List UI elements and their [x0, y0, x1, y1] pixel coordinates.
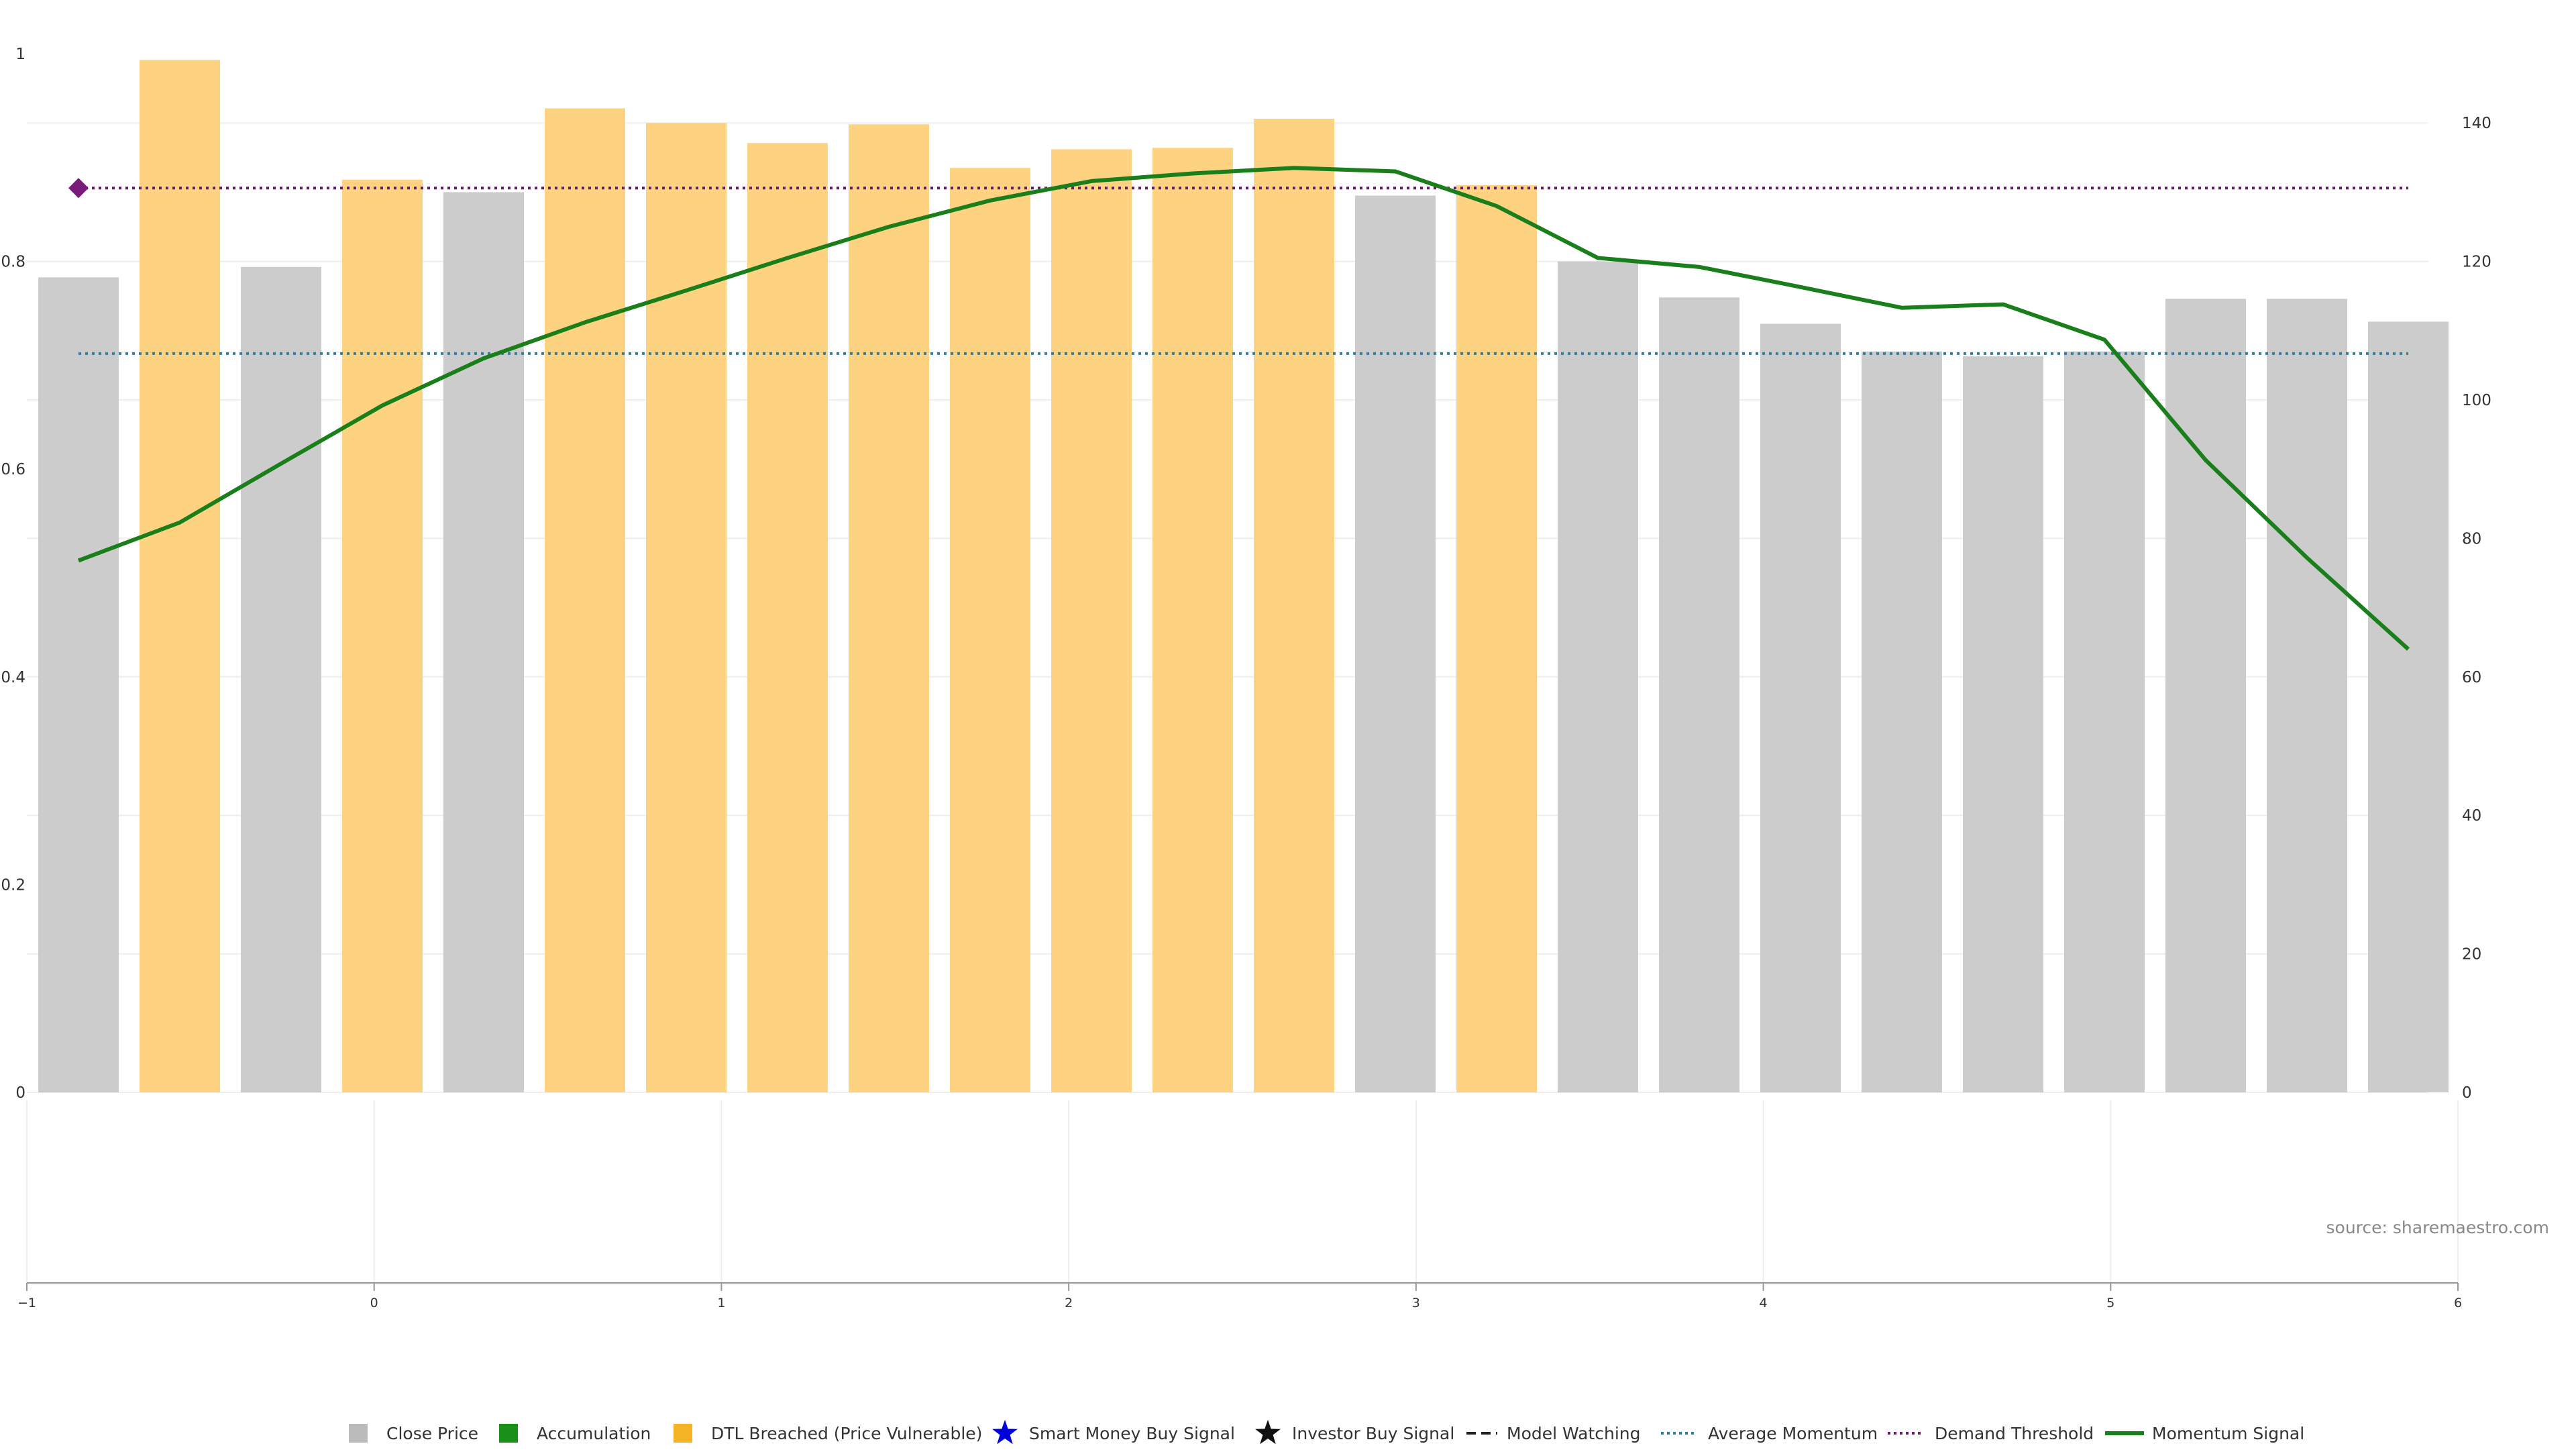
- legend-item: DTL Breached (Price Vulnerable): [674, 1424, 982, 1443]
- legend-swatch: [499, 1424, 518, 1443]
- legend-swatch: [674, 1424, 692, 1443]
- legend-label: DTL Breached (Price Vulnerable): [711, 1424, 982, 1443]
- close-bar: [241, 266, 321, 1093]
- legend-label: Average Momentum: [1708, 1424, 1878, 1443]
- right-axis-tick: 40: [2462, 807, 2481, 825]
- close-bar: [443, 192, 524, 1092]
- axis-layer: 0 0.2 0.4 0.6 0.8 1 0 20 40 60 80 100 120 140 −1 0 1 2 3 4 5…: [1, 46, 2491, 1310]
- line-layer: [68, 166, 2410, 651]
- bar-layer: [38, 60, 2449, 1093]
- right-axis-tick: 0: [2462, 1084, 2472, 1102]
- legend-swatch: [349, 1424, 368, 1443]
- left-axis-tick: 1: [15, 46, 25, 63]
- x-axis-tick: 2: [1065, 1296, 1073, 1310]
- close-bar: [1760, 323, 1841, 1093]
- legend-label: Close Price: [386, 1424, 478, 1443]
- dtl-bar: [849, 124, 929, 1092]
- right-axis-tick: 20: [2462, 946, 2481, 964]
- right-axis-tick: 80: [2462, 530, 2481, 548]
- dtl-bar: [342, 179, 423, 1093]
- legend-label: Momentum Signal: [2152, 1424, 2304, 1443]
- dtl-bar: [1456, 185, 1537, 1093]
- close-bar: [2165, 299, 2246, 1092]
- legend-item: Smart Money Buy Signal: [992, 1420, 1235, 1445]
- momentum-signal-line: [77, 166, 2410, 651]
- dtl-bar: [140, 60, 220, 1093]
- legend-label: Smart Money Buy Signal: [1029, 1424, 1235, 1443]
- dtl-bar: [950, 168, 1030, 1092]
- legend-item: Accumulation: [499, 1424, 651, 1443]
- legend-star-icon: [1255, 1420, 1281, 1445]
- source-label: source: sharemaestro.com: [2326, 1218, 2550, 1237]
- x-axis-tick: 0: [370, 1296, 378, 1310]
- dtl-bar: [747, 143, 828, 1092]
- right-axis-tick: 140: [2462, 115, 2491, 132]
- legend: Close Price Accumulation DTL Breached (Pri…: [349, 1420, 2304, 1445]
- left-axis-tick: 0: [15, 1084, 25, 1102]
- close-bar: [38, 277, 119, 1093]
- close-bar: [2064, 351, 2145, 1092]
- legend-item: Demand Threshold: [1888, 1424, 2094, 1443]
- close-bar: [2267, 299, 2347, 1092]
- dtl-bar: [1152, 148, 1233, 1092]
- dtl-bar: [1254, 119, 1334, 1092]
- legend-item: Model Watching: [1466, 1424, 1641, 1443]
- close-bar: [1862, 351, 1942, 1092]
- close-bar: [1355, 195, 1436, 1092]
- left-axis-tick: 0.6: [1, 461, 25, 478]
- dtl-bar: [545, 108, 625, 1093]
- right-axis-tick: 120: [2462, 254, 2491, 271]
- x-axis-tick: 5: [2106, 1296, 2114, 1310]
- left-axis-tick: 0.2: [1, 876, 25, 894]
- right-axis-tick: 100: [2462, 392, 2491, 409]
- dtl-bar: [646, 123, 727, 1093]
- legend-item: Momentum Signal: [2105, 1424, 2304, 1443]
- left-axis-tick: 0.8: [1, 254, 25, 271]
- x-axis-tick: 4: [1760, 1296, 1768, 1310]
- legend-label: Demand Threshold: [1935, 1424, 2094, 1443]
- legend-label: Model Watching: [1507, 1424, 1641, 1443]
- legend-label: Accumulation: [537, 1424, 651, 1443]
- x-axis-tick: −1: [17, 1296, 36, 1310]
- legend-item: Investor Buy Signal: [1255, 1420, 1454, 1445]
- x-axis-tick: 6: [2454, 1296, 2462, 1310]
- close-bar: [1659, 297, 1739, 1092]
- x-axis-tick: 3: [1412, 1296, 1420, 1310]
- close-bar: [1963, 356, 2043, 1092]
- x-axis-tick: 1: [717, 1296, 725, 1310]
- legend-star-icon: [992, 1420, 1018, 1445]
- legend-label: Investor Buy Signal: [1292, 1424, 1454, 1443]
- close-bar: [2368, 321, 2449, 1092]
- close-bar: [1558, 261, 1638, 1093]
- left-axis-tick: 0.4: [1, 669, 25, 686]
- right-axis-tick: 60: [2462, 669, 2481, 686]
- legend-item: Close Price: [349, 1424, 478, 1443]
- dtl-bar: [1051, 149, 1132, 1092]
- legend-item: Average Momentum: [1661, 1424, 1878, 1443]
- demand-threshold-marker: [68, 178, 89, 199]
